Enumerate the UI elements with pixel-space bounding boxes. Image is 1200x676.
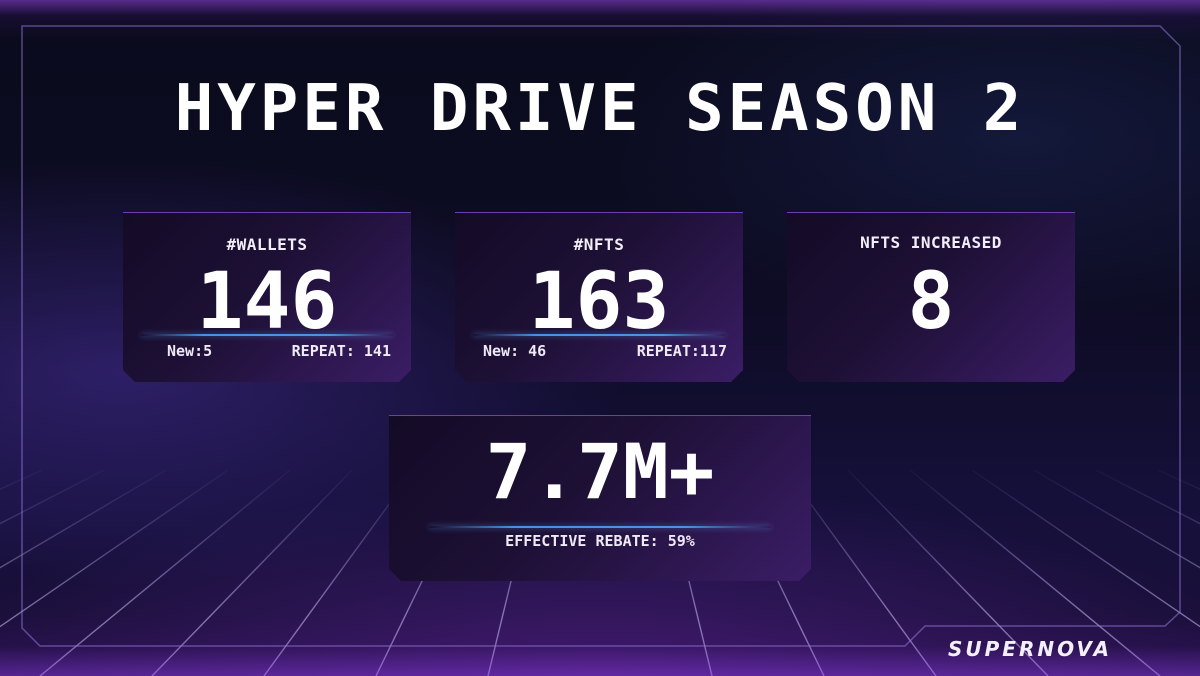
supernova-logo: SUPERNOVA xyxy=(940,632,1148,664)
wallets-card: #WALLETS 146 New:5 REPEAT: 141 xyxy=(123,212,411,382)
top-glow xyxy=(0,0,1200,40)
nfts-repeat: REPEAT:117 xyxy=(636,342,727,360)
wallets-divider xyxy=(141,334,393,336)
wallets-new: New:5 xyxy=(167,342,213,360)
wallets-repeat: REPEAT: 141 xyxy=(291,342,391,360)
volume-value: 7.7M+ xyxy=(485,427,715,516)
volume-card: 7.7M+ EFFECTIVE REBATE: 59% xyxy=(389,415,811,581)
wallets-value: 146 xyxy=(196,257,338,347)
nfts-card: #NFTS 163 New: 46 REPEAT:117 xyxy=(455,212,743,382)
page-title: HYPER DRIVE SEASON 2 xyxy=(174,72,1026,146)
volume-divider xyxy=(429,526,771,528)
nfts-new: New: 46 xyxy=(483,342,547,360)
nfts-increased-label: NFTS INCREASED xyxy=(860,233,1002,252)
nfts-value: 163 xyxy=(528,257,670,347)
effective-rebate: EFFECTIVE REBATE: 59% xyxy=(505,532,695,550)
nfts-label: #NFTS xyxy=(573,235,625,254)
supernova-logo-text: SUPERNOVA xyxy=(948,637,1112,661)
wallets-label: #WALLETS xyxy=(226,235,308,254)
nfts-increased-value: 8 xyxy=(907,257,955,347)
nfts-increased-card: NFTS INCREASED 8 xyxy=(787,212,1075,382)
nfts-divider xyxy=(473,334,725,336)
